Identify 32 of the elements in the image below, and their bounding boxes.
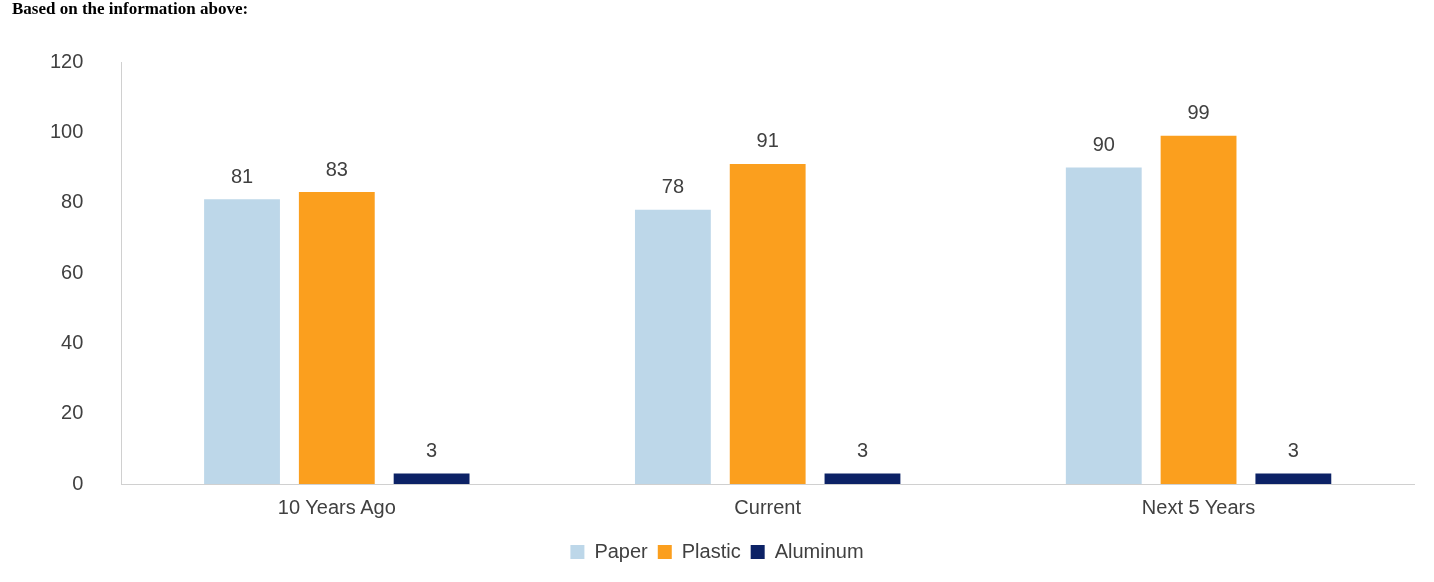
y-tick-label: 100 bbox=[49, 119, 84, 142]
y-tick-label: 60 bbox=[61, 260, 84, 283]
bar bbox=[393, 473, 470, 484]
y-tick-label: 120 bbox=[49, 49, 84, 72]
x-tick-label: 10 Years Ago bbox=[277, 495, 396, 518]
data-label: 81 bbox=[230, 164, 254, 187]
y-tick-label: 0 bbox=[72, 471, 84, 494]
data-label: 99 bbox=[1187, 101, 1210, 124]
y-tick-label: 80 bbox=[61, 190, 84, 213]
bar bbox=[1160, 135, 1237, 484]
bar bbox=[1065, 167, 1142, 484]
bar bbox=[298, 192, 375, 484]
chart-title: Based on the information above: bbox=[12, 0, 249, 18]
x-tick-label: Next 5 Years bbox=[1141, 495, 1256, 518]
legend-label: Plastic bbox=[681, 539, 741, 562]
bar bbox=[634, 209, 711, 484]
bar bbox=[204, 199, 280, 484]
data-label: 78 bbox=[661, 175, 685, 198]
data-label: 91 bbox=[756, 129, 779, 152]
bar bbox=[1255, 473, 1332, 484]
data-label: 83 bbox=[325, 157, 348, 180]
data-label: 3 bbox=[856, 438, 869, 461]
legend-label: Aluminum bbox=[774, 539, 864, 562]
data-label: 3 bbox=[1287, 438, 1299, 461]
data-label: 90 bbox=[1092, 133, 1115, 156]
y-tick-label: 40 bbox=[61, 330, 84, 353]
bar bbox=[729, 163, 806, 484]
y-tick-label: 20 bbox=[61, 401, 84, 424]
data-label: 3 bbox=[426, 438, 438, 461]
bar bbox=[824, 473, 901, 484]
legend-label: Paper bbox=[594, 539, 649, 562]
x-tick-label: Current bbox=[734, 495, 802, 518]
